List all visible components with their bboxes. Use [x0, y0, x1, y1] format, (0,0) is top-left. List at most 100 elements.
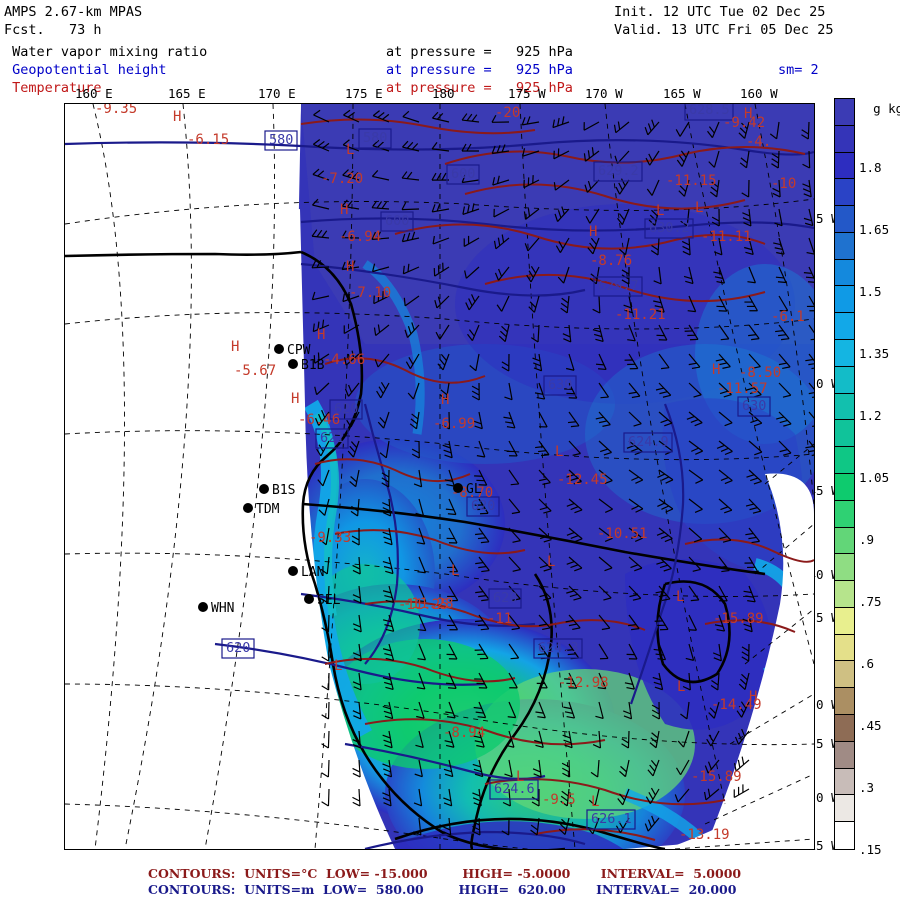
wind-barb — [535, 440, 550, 457]
wind-barb — [508, 556, 521, 572]
wind-barb — [444, 469, 455, 487]
pressure-center-marker: L — [695, 200, 703, 216]
pressure-center-marker: L — [516, 769, 524, 785]
wind-barb — [445, 498, 457, 516]
wind-barb — [706, 730, 720, 747]
wind-barb — [588, 788, 600, 806]
wind-barb — [402, 140, 420, 152]
wind-barb — [442, 411, 451, 430]
wind-barb — [311, 229, 330, 239]
wind-barb — [474, 672, 488, 689]
wind-barb — [472, 759, 484, 778]
wind-barb — [718, 469, 733, 485]
height-contour-label: 629.2 — [598, 163, 639, 179]
station-label: B1S — [272, 483, 295, 498]
station-marker[interactable] — [453, 483, 463, 493]
wind-barb — [382, 614, 395, 632]
wind-barb — [716, 585, 728, 602]
wind-barb — [628, 585, 642, 601]
wind-barb — [646, 179, 660, 196]
height-contour-label: 624.3 — [538, 640, 579, 656]
wind-barb — [718, 324, 730, 341]
wind-barb — [464, 266, 480, 279]
height-label-box — [644, 218, 694, 239]
station-marker[interactable] — [274, 344, 284, 354]
map-canvas[interactable]: 580 580 600 600 628.5 629.2 630.2 629.7 630 620 62… — [65, 104, 814, 849]
colorbar[interactable] — [834, 98, 855, 850]
temperature-label: -11.21 — [615, 307, 666, 323]
wind-barb — [471, 382, 480, 401]
station-marker[interactable] — [288, 566, 298, 576]
temperature-label: -11.28 — [403, 596, 454, 612]
wind-barb — [433, 262, 450, 277]
wind-barb — [716, 295, 728, 312]
wind-barb — [538, 411, 548, 428]
wind-barb — [318, 498, 330, 516]
pressure-center-marker: H — [441, 392, 449, 408]
station-marker[interactable] — [198, 602, 208, 612]
wind-barb — [656, 556, 672, 572]
map-labels: 580 580 600 600 628.5 629.2 630.2 629.7 630 620 62… — [95, 104, 805, 843]
colorbar-cell — [835, 554, 854, 582]
lon-tick-top: 175 E — [345, 86, 383, 101]
pressure-center-marker: H — [317, 327, 325, 343]
height-label-box — [264, 130, 298, 151]
wind-barb — [742, 208, 752, 227]
wind-barb — [321, 614, 330, 633]
wind-barb — [650, 237, 660, 256]
map-panel[interactable]: 580 580 600 600 628.5 629.2 630.2 629.7 630 620 62… — [64, 103, 815, 850]
wind-barb — [744, 295, 758, 312]
wind-barb — [435, 324, 450, 340]
wind-barb — [503, 411, 516, 429]
wind-barb — [315, 409, 330, 426]
wind-barb — [688, 440, 704, 455]
pressure-center-marker: L — [555, 444, 563, 460]
station-marker[interactable] — [288, 359, 298, 369]
wind-barb — [738, 121, 750, 139]
colorbar-tick-label: .9 — [859, 532, 875, 547]
pressure-center-marker: H — [346, 259, 354, 275]
wind-barb — [411, 440, 420, 459]
wind-barb — [382, 701, 394, 720]
wind-barb — [657, 469, 674, 484]
temperature-label: -5.67 — [234, 363, 276, 379]
pressure-center-marker: H — [231, 339, 239, 355]
wind-barb — [718, 411, 733, 427]
wind-barb — [739, 150, 750, 169]
wind-barb — [417, 556, 427, 574]
colorbar-cell — [835, 393, 854, 421]
colorbar-cell — [835, 527, 854, 555]
wind-barb — [505, 730, 515, 748]
height-contour-label: 621 — [320, 430, 344, 446]
station-marker[interactable] — [243, 503, 253, 513]
temperature-label: -10.51 — [597, 526, 648, 542]
wind-barb — [592, 295, 601, 314]
wind-barb — [382, 585, 395, 603]
wind-barb — [474, 469, 488, 486]
wind-barb — [709, 179, 720, 198]
wind-barb — [773, 237, 785, 255]
wind-barb — [653, 643, 667, 661]
wind-barb — [745, 527, 761, 544]
wind-barb — [461, 174, 480, 184]
station-marker[interactable] — [259, 484, 269, 494]
wind-barb — [688, 382, 702, 398]
model-title: AMPS 2.67-km MPAS — [4, 4, 143, 20]
wind-barb — [626, 643, 638, 660]
wind-barb — [688, 614, 698, 631]
wind-barb — [344, 382, 360, 397]
station-marker[interactable] — [304, 594, 314, 604]
wind-barb — [801, 121, 810, 140]
wind-barb — [409, 411, 420, 430]
lon-tick-top: 160 W — [740, 86, 778, 101]
wind-barb — [417, 614, 427, 632]
colorbar-tick-label: .3 — [859, 780, 875, 795]
wind-barb — [313, 109, 330, 123]
wind-barb — [491, 114, 510, 123]
wind-barb — [628, 556, 643, 572]
wind-barb — [382, 788, 392, 807]
wind-barb — [523, 208, 540, 220]
wind-barb — [469, 353, 480, 372]
colorbar-unit: g kg-1 — [858, 86, 900, 116]
height-label-box — [593, 276, 643, 297]
